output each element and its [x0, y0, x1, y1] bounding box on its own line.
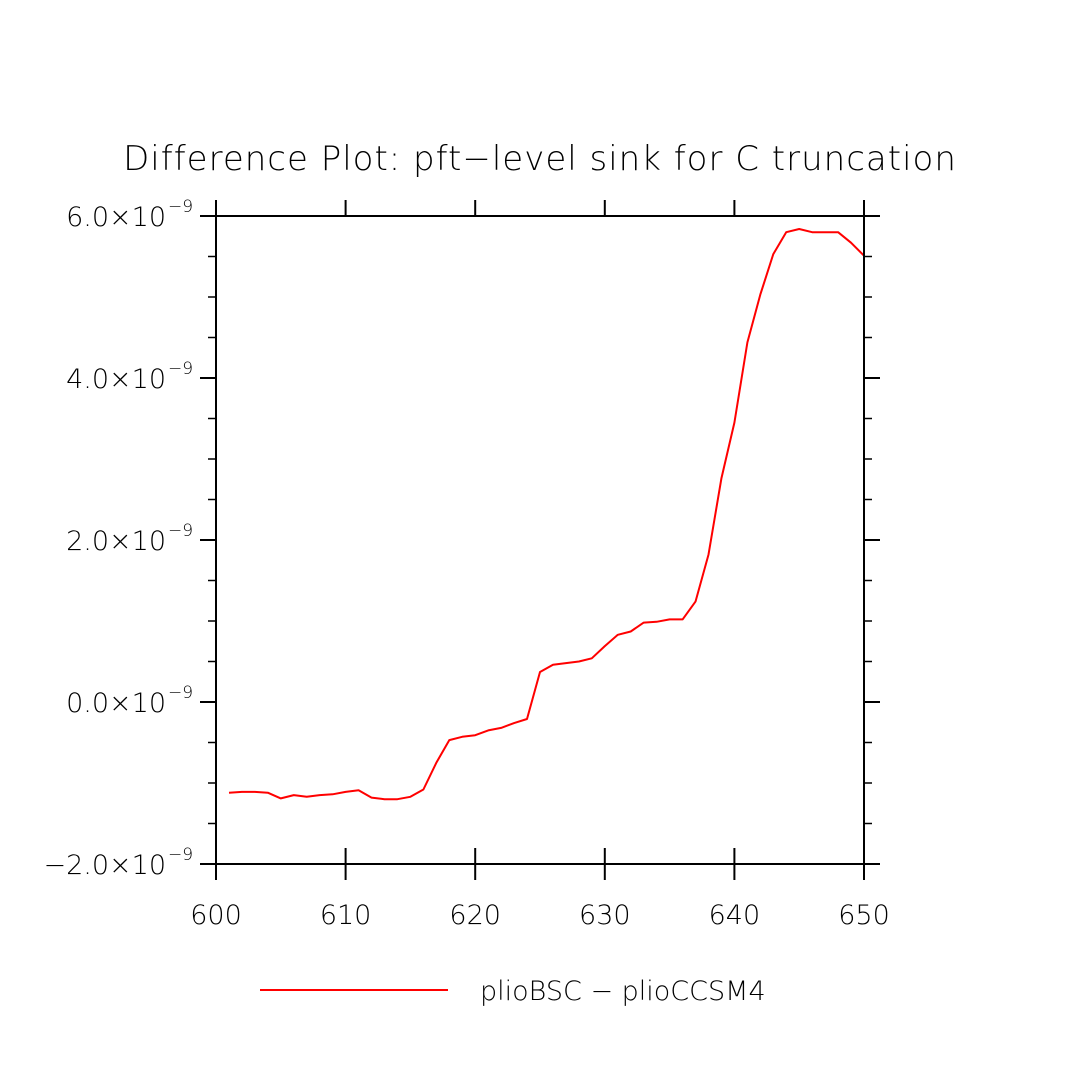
plot-frame — [215, 215, 865, 865]
legend: plioBSC − plioCCSM4 — [260, 976, 766, 1007]
x-tick-label: 640 — [709, 900, 761, 931]
x-tick-label: 620 — [449, 900, 501, 931]
y-tick-label-exponent: −9 — [168, 521, 193, 541]
y-tick-label-exponent: −9 — [168, 359, 193, 379]
series-line — [228, 228, 865, 801]
x-tick-label: 650 — [838, 900, 890, 931]
series-layer — [228, 228, 865, 801]
y-tick-label: 6.0×10 — [66, 202, 166, 233]
x-tick-label: 630 — [579, 900, 631, 931]
y-tick-label-exponent: −9 — [168, 197, 193, 217]
y-tick-label-exponent: −9 — [168, 845, 193, 865]
x-tick-label: 610 — [320, 900, 372, 931]
chart-title: Difference Plot: pft−level sink for C tr… — [123, 139, 957, 179]
x-axis: 600 610 620 630 640 650 — [190, 200, 890, 931]
y-axis: −2.0×10 −90.0×10 −92.0×10 −94.0×10 −96.0×10−… — [43, 197, 880, 881]
legend-label: plioBSC − plioCCSM4 — [480, 976, 766, 1007]
y-tick-label: 2.0×10 — [66, 526, 166, 557]
y-tick-label-exponent: −9 — [168, 683, 193, 703]
y-tick-label: 0.0×10 — [66, 688, 166, 719]
y-tick-label: 4.0×10 — [66, 364, 166, 395]
x-tick-label: 600 — [190, 900, 242, 931]
y-tick-label: −2.0×10 — [43, 850, 166, 881]
